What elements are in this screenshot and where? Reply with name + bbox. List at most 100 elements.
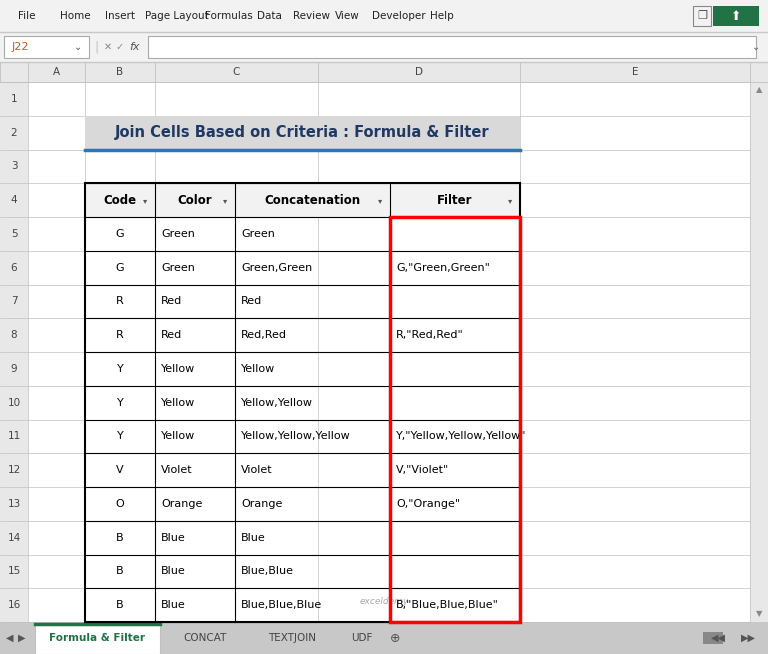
Text: O: O [116, 499, 124, 509]
Text: Formula & Filter: Formula & Filter [49, 633, 145, 643]
Text: 1: 1 [11, 94, 18, 104]
Text: D: D [415, 67, 423, 77]
Text: Red: Red [241, 296, 262, 306]
Text: 11: 11 [8, 432, 21, 441]
Text: Review: Review [293, 11, 330, 21]
Text: Blue: Blue [241, 532, 266, 543]
Text: Data: Data [257, 11, 282, 21]
Text: Green: Green [161, 229, 195, 239]
Text: File: File [18, 11, 35, 21]
Text: ▶: ▶ [18, 633, 26, 643]
Text: Yellow,Yellow: Yellow,Yellow [241, 398, 313, 407]
Bar [35, 624, 160, 654]
Text: 2: 2 [11, 128, 18, 137]
Text: ▾: ▾ [378, 196, 382, 205]
Text: Yellow,Yellow,Yellow: Yellow,Yellow,Yellow [241, 432, 351, 441]
Bar [0, 82, 28, 622]
Text: ▾: ▾ [143, 196, 147, 205]
Text: Blue: Blue [161, 566, 186, 576]
Text: Filter: Filter [437, 194, 473, 207]
Text: 3: 3 [11, 162, 18, 171]
Text: Green: Green [241, 229, 275, 239]
Text: ✕: ✕ [104, 42, 112, 52]
Bar [713, 6, 759, 26]
Text: Yellow: Yellow [161, 364, 195, 374]
Text: 4: 4 [11, 195, 18, 205]
Text: fx: fx [129, 42, 139, 52]
Text: Yellow: Yellow [161, 432, 195, 441]
Text: Blue: Blue [161, 600, 186, 610]
Text: Blue: Blue [161, 532, 186, 543]
Text: ▾: ▾ [508, 196, 512, 205]
Text: 14: 14 [8, 532, 21, 543]
Bar [0, 82, 768, 622]
Text: |: | [94, 41, 98, 54]
Bar [0, 32, 768, 62]
Text: A: A [53, 67, 60, 77]
Text: Concatenation: Concatenation [264, 194, 360, 207]
Bar [148, 36, 756, 58]
Text: ◀: ◀ [6, 633, 14, 643]
Text: G: G [116, 229, 124, 239]
Text: Green,Green: Green,Green [241, 263, 313, 273]
Text: Insert: Insert [105, 11, 135, 21]
Text: 10: 10 [8, 398, 21, 407]
Text: Green: Green [161, 263, 195, 273]
Text: G,"Green,Green": G,"Green,Green" [396, 263, 490, 273]
Text: C: C [233, 67, 240, 77]
Text: 5: 5 [11, 229, 18, 239]
Text: exceldemy: exceldemy [359, 598, 409, 606]
Text: B: B [117, 67, 124, 77]
Text: 13: 13 [8, 499, 21, 509]
Text: Y: Y [117, 432, 124, 441]
Bar [693, 6, 711, 26]
Text: Y,"Yellow,Yellow,Yellow": Y,"Yellow,Yellow,Yellow" [396, 432, 527, 441]
Text: 7: 7 [11, 296, 18, 306]
Text: Red,Red: Red,Red [241, 330, 287, 340]
Text: ▲: ▲ [756, 86, 763, 94]
Text: Yellow: Yellow [241, 364, 275, 374]
Text: 15: 15 [8, 566, 21, 576]
Text: Code: Code [104, 194, 137, 207]
Text: ❒: ❒ [697, 11, 707, 21]
Text: 12: 12 [8, 465, 21, 475]
Text: Orange: Orange [241, 499, 283, 509]
Text: 8: 8 [11, 330, 18, 340]
Bar [0, 0, 768, 32]
Text: View: View [335, 11, 359, 21]
Text: Y: Y [117, 398, 124, 407]
Bar [750, 82, 768, 622]
Text: ⬆: ⬆ [730, 10, 741, 22]
Text: 16: 16 [8, 600, 21, 610]
Text: ✓: ✓ [116, 42, 124, 52]
Text: R: R [116, 296, 124, 306]
Text: Page Layout: Page Layout [145, 11, 209, 21]
Text: Orange: Orange [161, 499, 203, 509]
Text: ◀◀: ◀◀ [710, 633, 726, 643]
Text: R: R [116, 330, 124, 340]
Text: UDF: UDF [351, 633, 372, 643]
Text: J22: J22 [12, 42, 29, 52]
Text: Violet: Violet [161, 465, 193, 475]
Text: ⊕: ⊕ [389, 632, 400, 644]
Text: Join Cells Based on Criteria : Formula & Filter: Join Cells Based on Criteria : Formula &… [115, 125, 490, 140]
Text: V: V [116, 465, 124, 475]
Bar [85, 116, 520, 150]
Text: Red: Red [161, 296, 182, 306]
Text: B: B [116, 566, 124, 576]
Text: V,"Violet": V,"Violet" [396, 465, 449, 475]
Text: O,"Orange": O,"Orange" [396, 499, 460, 509]
Bar [85, 183, 520, 217]
Bar [4, 36, 89, 58]
Text: Developer: Developer [372, 11, 425, 21]
Text: Color: Color [177, 194, 212, 207]
Text: R,"Red,Red": R,"Red,Red" [396, 330, 464, 340]
Text: B: B [116, 532, 124, 543]
Text: B: B [116, 600, 124, 610]
Text: ⌄: ⌄ [74, 42, 82, 52]
Text: Blue,Blue,Blue: Blue,Blue,Blue [241, 600, 323, 610]
Text: B,"Blue,Blue,Blue": B,"Blue,Blue,Blue" [396, 600, 499, 610]
Text: Y: Y [117, 364, 124, 374]
Bar [703, 632, 723, 644]
Text: ▼: ▼ [756, 610, 763, 619]
